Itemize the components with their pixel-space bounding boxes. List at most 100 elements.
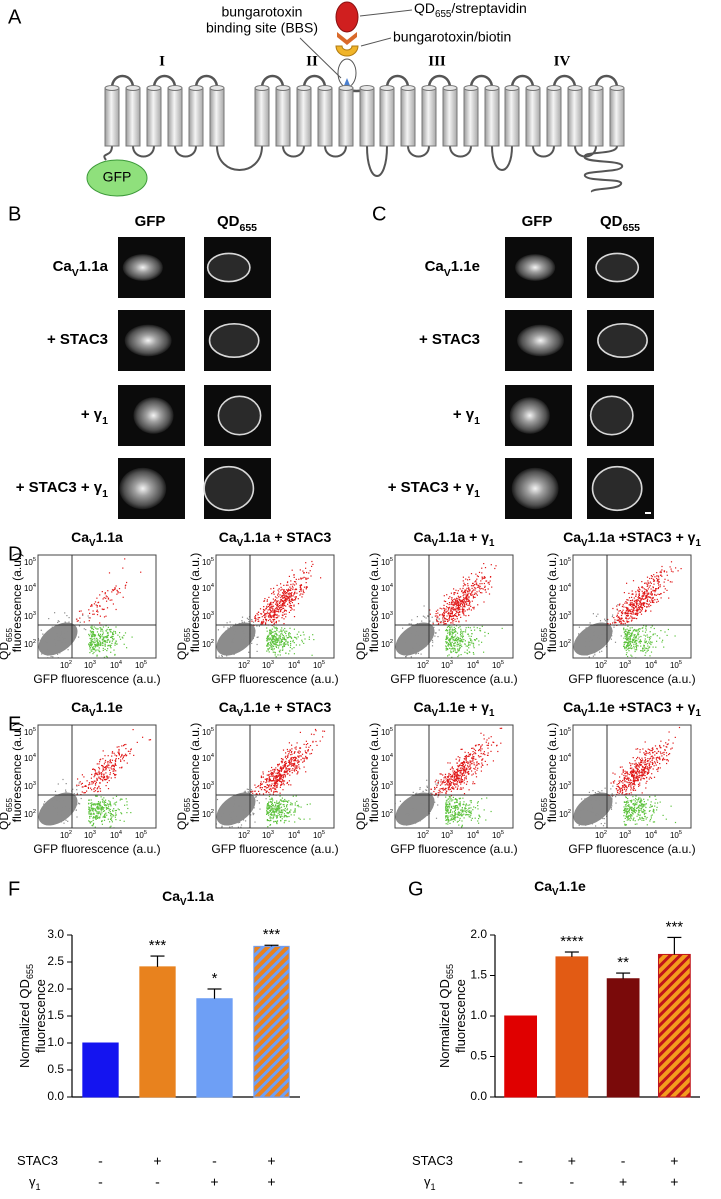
event-dot (68, 622, 69, 623)
event-dot (451, 607, 452, 608)
event-dot (282, 608, 283, 609)
transmembrane-segment (276, 88, 290, 146)
event-dot (478, 640, 479, 641)
y-tick-label: 102 (202, 639, 214, 649)
y-tick-label: 104 (202, 583, 214, 593)
event-dot (289, 751, 290, 752)
event-dot (115, 770, 116, 771)
event-dot (490, 580, 491, 581)
event-dot (298, 764, 299, 765)
event-dot (437, 610, 438, 611)
event-dot (263, 773, 264, 774)
event-dot (266, 645, 267, 646)
event-dot (299, 644, 300, 645)
event-dot (636, 600, 637, 601)
event-dot (237, 818, 238, 819)
event-dot (474, 587, 475, 588)
event-dot (69, 617, 70, 618)
event-dot (271, 814, 272, 815)
event-dot (245, 820, 246, 821)
event-dot (91, 778, 92, 779)
event-dot (283, 750, 284, 751)
event-dot (628, 642, 629, 643)
event-dot (255, 620, 256, 621)
event-dot (99, 636, 100, 637)
event-dot (126, 755, 127, 756)
event-dot (276, 810, 277, 811)
event-dot (107, 767, 108, 768)
event-dot (69, 796, 70, 797)
event-dot (422, 644, 423, 645)
event-dot (268, 606, 269, 607)
event-dot (294, 593, 295, 594)
event-dot (103, 641, 104, 642)
event-dot (301, 591, 302, 592)
event-dot (278, 639, 279, 640)
event-dot (91, 807, 92, 808)
event-dot (458, 627, 459, 628)
event-dot (100, 814, 101, 815)
event-dot (101, 629, 102, 630)
event-dot (233, 811, 234, 812)
event-dot (236, 806, 237, 807)
event-dot (42, 822, 43, 823)
event-dot (633, 630, 634, 631)
event-dot (94, 781, 95, 782)
event-dot (637, 613, 638, 614)
event-dot (93, 646, 94, 647)
event-dot (57, 622, 58, 623)
event-dot (654, 594, 655, 595)
event-dot (268, 805, 269, 806)
event-dot (103, 598, 104, 599)
event-dot (472, 601, 473, 602)
event-dot (224, 807, 225, 808)
event-dot (282, 631, 283, 632)
event-dot (44, 801, 45, 802)
event-dot (280, 803, 281, 804)
event-dot (634, 642, 635, 643)
event-dot (244, 800, 245, 801)
event-dot (592, 634, 593, 635)
event-dot (91, 627, 92, 628)
event-dot (656, 602, 657, 603)
event-dot (644, 592, 645, 593)
event-dot (471, 640, 472, 641)
event-dot (463, 597, 464, 598)
segment-top (610, 86, 624, 91)
event-dot (46, 638, 47, 639)
event-dot (463, 609, 464, 610)
event-dot (93, 768, 94, 769)
event-dot (660, 571, 661, 572)
event-dot (244, 792, 245, 793)
event-dot (486, 592, 487, 593)
event-dot (294, 821, 295, 822)
event-dot (448, 614, 449, 615)
event-dot (602, 623, 603, 624)
event-dot (664, 579, 665, 580)
event-dot (50, 632, 51, 633)
event-dot (93, 803, 94, 804)
event-dot (70, 805, 71, 806)
event-dot (265, 779, 266, 780)
intracellular-loop (325, 146, 346, 157)
event-dot (468, 642, 469, 643)
event-dot (502, 628, 503, 629)
event-dot (75, 635, 76, 636)
event-dot (449, 618, 450, 619)
event-dot (591, 637, 592, 638)
event-dot (275, 596, 276, 597)
event-dot (55, 638, 56, 639)
event-dot (253, 638, 254, 639)
event-dot (282, 759, 283, 760)
event-dot (653, 574, 654, 575)
event-dot (650, 598, 651, 599)
event-dot (117, 590, 118, 591)
event-dot (264, 786, 265, 787)
plot-title-part: 1 (489, 538, 495, 549)
y-tick-label: 104 (381, 583, 393, 593)
event-dot (268, 785, 269, 786)
event-dot (596, 616, 597, 617)
event-dot (267, 644, 268, 645)
transmembrane-segment (568, 88, 582, 146)
event-dot (277, 784, 278, 785)
